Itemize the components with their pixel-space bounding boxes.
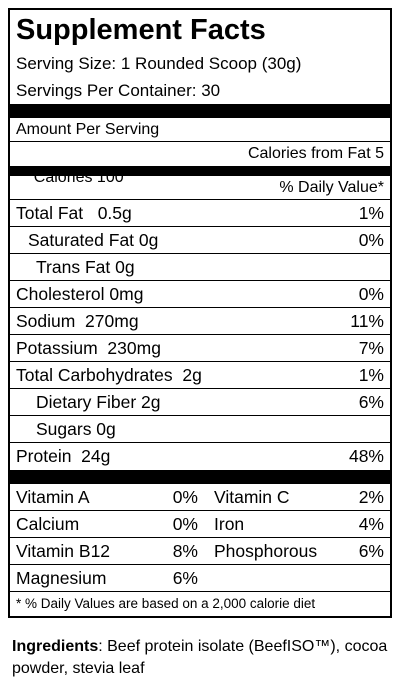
nutrient-dv: 0% — [358, 230, 384, 250]
nutrient-row: Sodium 270mg 11% — [10, 308, 390, 335]
supplement-facts-panel: Supplement Facts Serving Size: 1 Rounded… — [8, 8, 392, 618]
nutrient-row: Total Fat 0.5g 1% — [10, 200, 390, 227]
vitamin-row: Vitamin A 0% Vitamin C 2% — [10, 484, 390, 511]
nutrient-label: Cholesterol 0mg — [16, 284, 144, 304]
nutrient-dv: 11% — [350, 311, 384, 331]
nutrient-row: Protein 24g 48% — [10, 443, 390, 470]
servings-per-container: Servings Per Container: 30 — [16, 81, 221, 100]
vitamin-dv: 4% — [358, 514, 384, 534]
nutrient-row: Trans Fat 0g — [10, 254, 390, 281]
ingredients-label: Ingredients — [12, 638, 99, 655]
nutrient-row: Sugars 0g — [10, 416, 390, 443]
divider-bar — [10, 166, 390, 176]
calories-row: Calories 100 Calories from Fat 5 — [10, 142, 390, 186]
nutrient-row: Saturated Fat 0g 0% — [10, 227, 390, 254]
vitamin-row: Vitamin B12 8% Phosphorous 6% — [10, 538, 390, 565]
nutrient-row: Total Carbohydrates 2g 1% — [10, 362, 390, 389]
vitamin-name: Magnesium — [16, 568, 107, 588]
vitamin-row: Magnesium 6% — [10, 565, 390, 592]
divider-bar — [10, 104, 390, 118]
nutrient-dv: 7% — [358, 338, 384, 358]
nutrient-row: Potassium 230mg 7% — [10, 335, 390, 362]
serving-size: Serving Size: 1 Rounded Scoop (30g) — [16, 54, 302, 73]
daily-value-header: % Daily Value* — [279, 179, 384, 196]
nutrient-label: Sugars 0g — [36, 419, 116, 439]
nutrient-row: Cholesterol 0mg 0% — [10, 281, 390, 308]
vitamin-dv: 0% — [172, 514, 198, 534]
vitamin-name: Vitamin B12 — [16, 541, 111, 561]
divider-bar — [10, 470, 390, 484]
vitamin-dv: 0% — [172, 487, 198, 507]
amount-per-serving: Amount Per Serving — [10, 118, 390, 142]
nutrient-row: Dietary Fiber 2g 6% — [10, 389, 390, 416]
vitamin-dv: 8% — [172, 541, 198, 561]
vitamin-name: Calcium — [16, 514, 80, 534]
nutrient-dv: 0% — [358, 284, 384, 304]
nutrient-label: Dietary Fiber 2g — [36, 392, 161, 412]
ingredients: Ingredients: Beef protein isolate (BeefI… — [12, 636, 392, 680]
vitamin-dv: 6% — [358, 541, 384, 561]
nutrient-label: Total Carbohydrates 2g — [16, 365, 202, 385]
nutrient-label: Potassium 230mg — [16, 338, 161, 358]
vitamin-name: Vitamin A — [16, 487, 90, 507]
nutrient-label: Protein 24g — [16, 446, 111, 466]
calories-from-fat: Calories from Fat 5 — [247, 145, 384, 162]
vitamins: Vitamin A 0% Vitamin C 2% Calcium 0% Iron 4% Vit… — [10, 484, 390, 592]
vitamin-name: Phosphorous — [214, 541, 318, 561]
nutrient-label: Sodium 270mg — [16, 311, 139, 331]
ingredients-text: : Beef protein isolate (BeefISO™), cocoa… — [12, 638, 388, 677]
nutrient-label: Saturated Fat 0g — [28, 230, 159, 250]
nutrients: Total Fat 0.5g 1% Saturated Fat 0g 0% Trans … — [10, 200, 390, 470]
vitamin-row: Calcium 0% Iron 4% — [10, 511, 390, 538]
nutrient-dv: 1% — [358, 203, 384, 223]
vitamin-name: Iron — [214, 514, 245, 534]
nutrient-dv: 6% — [358, 392, 384, 412]
title: Supplement Facts — [16, 14, 266, 46]
nutrient-dv: 1% — [358, 365, 384, 385]
calories: Calories 100 — [33, 169, 124, 186]
nutrient-label: Trans Fat 0g — [36, 257, 135, 277]
vitamin-dv: 6% — [172, 568, 198, 588]
nutrient-label: Total Fat 0.5g — [16, 203, 132, 223]
daily-value-header-row: % Daily Value* — [10, 176, 390, 200]
nutrient-dv: 48% — [348, 446, 384, 466]
vitamin-dv: 2% — [358, 487, 384, 507]
vitamin-name: Vitamin C — [214, 487, 290, 507]
footnote: * % Daily Values are based on a 2,000 ca… — [16, 596, 316, 611]
